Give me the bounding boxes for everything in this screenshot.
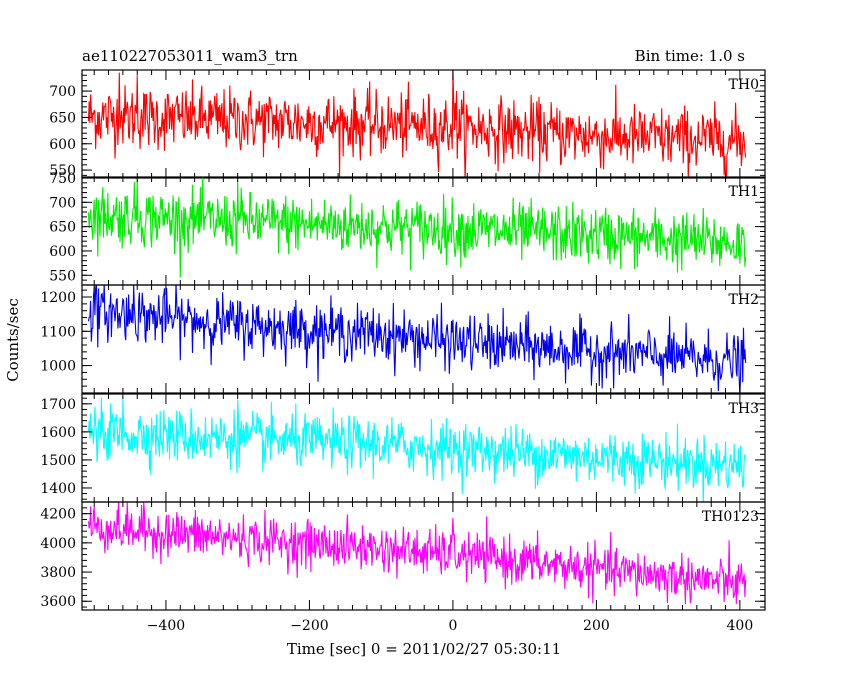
- x-tick-label: 400: [727, 618, 754, 634]
- y-tick-label: 1000: [40, 359, 76, 375]
- x-tick-label: 200: [583, 618, 610, 634]
- y-tick-label: 4000: [40, 536, 76, 552]
- x-axis-label: Time [sec] 0 = 2011/02/27 05:30:11: [287, 640, 561, 658]
- y-axis-label: Counts/sec: [4, 298, 22, 382]
- y-tick-label: 4200: [40, 507, 76, 523]
- panel-label: TH3: [729, 401, 759, 417]
- y-tick-label: 3600: [40, 594, 76, 610]
- y-tick-label: 750: [49, 171, 76, 187]
- y-tick-label: 550: [49, 268, 76, 284]
- panel-th1: 550 600 650 700 750 TH1: [49, 171, 766, 286]
- y-tick-label: 1600: [40, 425, 76, 441]
- y-tick-label: 650: [49, 220, 76, 236]
- series-line-th1: [87, 177, 747, 278]
- series-line-th3: [87, 397, 747, 502]
- panel-frame: [81, 501, 766, 611]
- panel-label: TH0: [729, 77, 759, 93]
- y-tick-label: 650: [49, 110, 76, 126]
- panels-group: 550 600 650 700 TH0 550 600 650 700 750 TH1 1000 110…: [40, 69, 766, 611]
- panel-label: TH2: [729, 292, 759, 308]
- y-tick-label: 550: [49, 163, 76, 179]
- y-tick-label: 1500: [40, 453, 76, 469]
- panel-th0123: 3600 3800 4000 4200 TH0123: [40, 501, 766, 611]
- y-tick-label: 1700: [40, 397, 76, 413]
- x-tick-label: −400: [147, 618, 185, 634]
- y-tick-label: 3800: [40, 565, 76, 581]
- panel-frame: [81, 69, 766, 179]
- y-tick-label: 700: [49, 84, 76, 100]
- chart-title: ae110227053011_wam3_trn: [82, 47, 298, 65]
- panel-th0: 550 600 650 700 TH0: [49, 69, 766, 179]
- x-axis: −400 −200 0 200 400: [147, 618, 754, 634]
- panel-th2: 1000 1100 1200 TH2: [40, 284, 766, 394]
- x-tick-label: 0: [448, 618, 457, 634]
- panel-label: TH0123: [702, 509, 759, 525]
- x-tick-label: −200: [290, 618, 328, 634]
- y-tick-label: 1100: [40, 324, 76, 340]
- y-tick-label: 700: [49, 195, 76, 211]
- panel-label: TH1: [729, 184, 759, 200]
- bin-time-label: Bin time: 1.0 s: [635, 47, 745, 65]
- series-line-th0123: [87, 502, 747, 605]
- panel-frame: [81, 284, 766, 394]
- series-line-th2: [87, 285, 747, 393]
- y-tick-label: 1400: [40, 481, 76, 497]
- y-tick-label: 1200: [40, 290, 76, 306]
- panel-th3: 1400 1500 1600 1700 TH3: [40, 393, 766, 503]
- y-tick-label: 600: [49, 137, 76, 153]
- series-line-th0: [87, 70, 747, 178]
- y-tick-label: 600: [49, 244, 76, 260]
